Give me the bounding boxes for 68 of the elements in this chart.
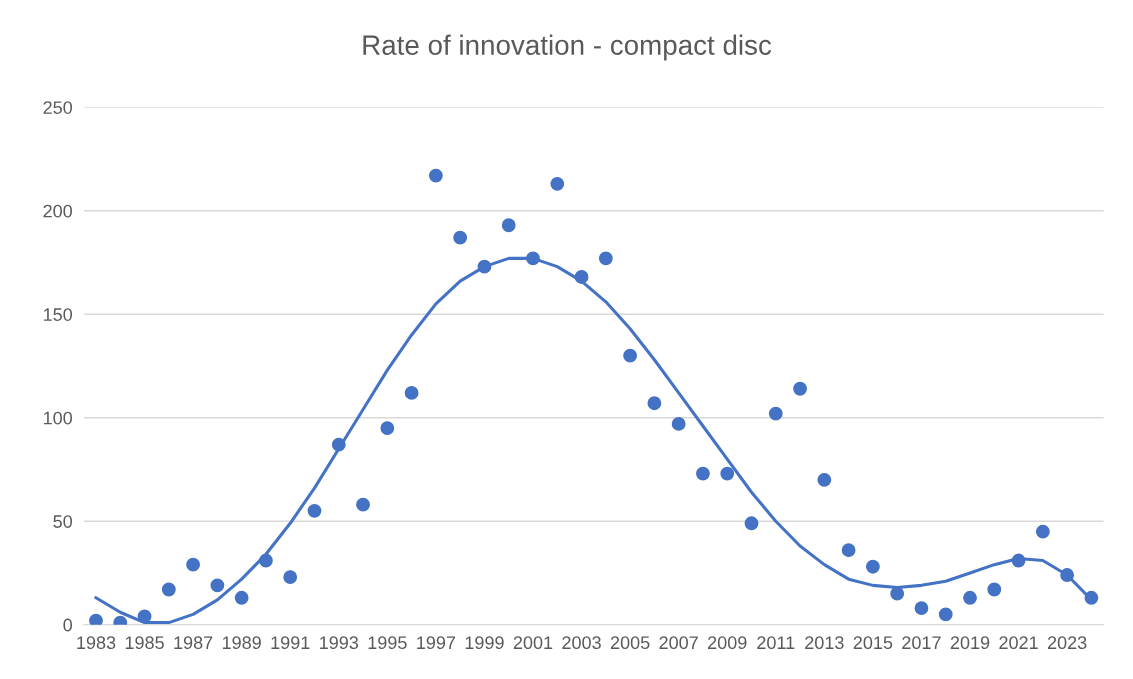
point bbox=[186, 557, 201, 572]
point bbox=[987, 582, 1002, 597]
point bbox=[501, 218, 516, 233]
point bbox=[259, 553, 273, 568]
x-tick-label: 2019 bbox=[950, 636, 990, 650]
point bbox=[1060, 568, 1075, 582]
x-tick-label: 2015 bbox=[853, 636, 893, 650]
x-tick-label: 1997 bbox=[417, 636, 456, 650]
x-tick-label: 1993 bbox=[320, 636, 359, 650]
x-tick-label: 2005 bbox=[610, 636, 650, 650]
point bbox=[841, 543, 856, 558]
point bbox=[793, 381, 807, 396]
point bbox=[768, 406, 783, 421]
point bbox=[1084, 590, 1099, 605]
x-tick-label: 1987 bbox=[174, 636, 213, 650]
point bbox=[1011, 553, 1026, 568]
x-tick-label: 2003 bbox=[562, 636, 601, 650]
point bbox=[283, 570, 298, 584]
point bbox=[1035, 524, 1050, 539]
point bbox=[914, 601, 929, 616]
x-tick-label: 2011 bbox=[757, 636, 795, 650]
point bbox=[720, 466, 735, 481]
x-tick-label: 1991 bbox=[271, 636, 310, 650]
x-tick-label: 2007 bbox=[659, 636, 698, 650]
point bbox=[671, 417, 686, 431]
y-tick-label: 100 bbox=[43, 411, 73, 425]
x-tick-label: 1995 bbox=[368, 636, 407, 650]
y-tick-label: 250 bbox=[43, 101, 73, 114]
point bbox=[234, 590, 249, 605]
x-tick-label: 2009 bbox=[708, 636, 747, 650]
chart-title: Rate of innovation - compact disc bbox=[363, 34, 772, 61]
y-tick-label: 0 bbox=[63, 618, 73, 632]
point bbox=[331, 437, 346, 452]
point bbox=[380, 421, 395, 435]
point bbox=[89, 613, 103, 625]
y-tick-label: 50 bbox=[53, 515, 73, 528]
point bbox=[477, 259, 492, 274]
x-tick-label: 1989 bbox=[222, 636, 261, 650]
point bbox=[356, 497, 370, 512]
point bbox=[404, 385, 419, 400]
point bbox=[526, 251, 540, 266]
point bbox=[307, 503, 322, 518]
point bbox=[696, 466, 710, 481]
point bbox=[744, 516, 759, 531]
x-tick-label: 1999 bbox=[465, 636, 504, 650]
x-tick-label: 1983 bbox=[77, 636, 116, 650]
x-tick-label: 2017 bbox=[902, 636, 941, 650]
point bbox=[623, 348, 638, 363]
point bbox=[428, 168, 443, 183]
point bbox=[647, 396, 662, 411]
point bbox=[550, 176, 565, 191]
point bbox=[210, 578, 225, 593]
y-tick-label: 200 bbox=[43, 204, 73, 218]
x-tick-label: 2021 bbox=[999, 636, 1038, 650]
point bbox=[817, 472, 832, 487]
point bbox=[574, 270, 589, 284]
point bbox=[161, 582, 176, 597]
point bbox=[963, 590, 977, 605]
point bbox=[865, 559, 880, 574]
x-tick-label: 1985 bbox=[125, 636, 164, 650]
point bbox=[598, 251, 613, 266]
y-tick-label: 150 bbox=[43, 308, 73, 321]
x-tick-label: 2013 bbox=[805, 636, 844, 650]
point bbox=[453, 230, 468, 245]
x-tick-label: 2001 bbox=[513, 636, 553, 650]
x-tick-label: 2023 bbox=[1047, 636, 1087, 650]
point bbox=[938, 607, 953, 622]
point bbox=[890, 586, 905, 601]
